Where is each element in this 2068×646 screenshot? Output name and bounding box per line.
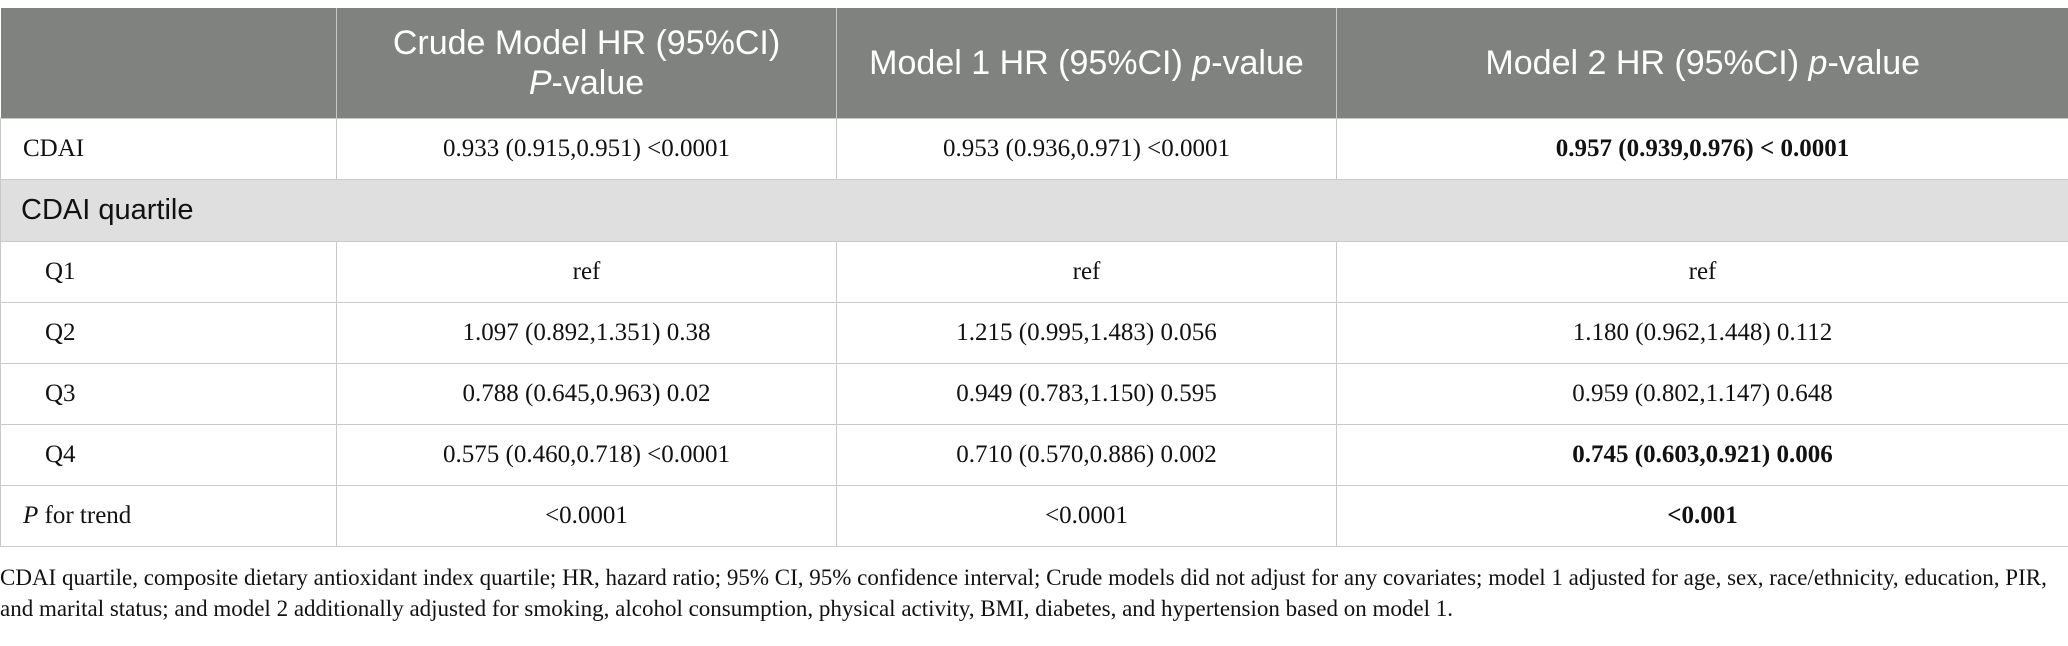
row-label: Q2 — [0, 301, 337, 364]
cell-crude: 0.933 (0.915,0.951) <0.0001 — [336, 117, 837, 180]
table-row-q1: Q1 ref ref ref — [0, 240, 2068, 303]
cell-model2: ref — [1336, 240, 2068, 303]
row-label: CDAI — [0, 117, 337, 180]
cell-model1: 0.953 (0.936,0.971) <0.0001 — [836, 117, 1337, 180]
header-crude-p: P — [528, 63, 552, 102]
header-crude-model: Crude Model HR (95%CI) P-value — [336, 8, 837, 118]
cell-model2: 1.180 (0.962,1.448) 0.112 — [1336, 301, 2068, 364]
row-label: Q1 — [0, 240, 337, 303]
header-model2: Model 2 HR (95%CI) p-value — [1336, 8, 2068, 118]
row-label: Q4 — [0, 423, 337, 486]
cell-crude: <0.0001 — [336, 484, 837, 547]
header-model1-main: Model 1 HR (95%CI) — [869, 43, 1183, 82]
header-crude-main: Crude Model HR (95%CI) — [392, 23, 781, 62]
row-label: Q3 — [0, 362, 337, 425]
cell-model1: <0.0001 — [836, 484, 1337, 547]
section-label: CDAI quartile — [0, 178, 2068, 242]
table-row-q3: Q3 0.788 (0.645,0.963) 0.02 0.949 (0.783… — [0, 362, 2068, 425]
header-model2-p: p — [1808, 43, 1828, 82]
table-row-cdai: CDAI 0.933 (0.915,0.951) <0.0001 0.953 (… — [0, 117, 2068, 180]
header-model1-suffix: -value — [1211, 43, 1304, 82]
cell-model2: 0.959 (0.802,1.147) 0.648 — [1336, 362, 2068, 425]
cell-crude: ref — [336, 240, 837, 303]
table-row-q4: Q4 0.575 (0.460,0.718) <0.0001 0.710 (0.… — [0, 423, 2068, 486]
table-row-q2: Q2 1.097 (0.892,1.351) 0.38 1.215 (0.995… — [0, 301, 2068, 364]
cell-model1: ref — [836, 240, 1337, 303]
cell-model2: <0.001 — [1336, 484, 2068, 547]
cell-model1: 0.949 (0.783,1.150) 0.595 — [836, 362, 1337, 425]
header-blank-cell — [0, 8, 337, 118]
header-model1-p: p — [1192, 43, 1212, 82]
row-label-rest: for trend — [38, 501, 132, 529]
header-model1: Model 1 HR (95%CI) p-value — [836, 8, 1337, 118]
cell-model1: 0.710 (0.570,0.886) 0.002 — [836, 423, 1337, 486]
header-row: Crude Model HR (95%CI) P-value Model 1 HR… — [0, 8, 2068, 118]
section-row-cdai-quartile: CDAI quartile — [0, 178, 2068, 242]
cell-model1: 1.215 (0.995,1.483) 0.056 — [836, 301, 1337, 364]
header-crude-suffix: -value — [551, 63, 645, 102]
header-model2-suffix: -value — [1827, 43, 1921, 82]
cell-crude: 0.788 (0.645,0.963) 0.02 — [336, 362, 837, 425]
cell-crude: 0.575 (0.460,0.718) <0.0001 — [336, 423, 837, 486]
row-label: P for trend — [0, 484, 337, 547]
cell-crude: 1.097 (0.892,1.351) 0.38 — [336, 301, 837, 364]
table-row-p-trend: P for trend <0.0001 <0.0001 <0.001 — [0, 484, 2068, 547]
header-model2-main: Model 2 HR (95%CI) — [1485, 43, 1800, 82]
row-label-p: P — [23, 501, 39, 529]
table-footnote: CDAI quartile, composite dietary antioxi… — [0, 565, 2047, 621]
cell-model2: 0.957 (0.939,0.976) < 0.0001 — [1336, 117, 2068, 180]
results-table: Crude Model HR (95%CI) P-value Model 1 HR… — [0, 8, 2068, 547]
cell-model2: 0.745 (0.603,0.921) 0.006 — [1336, 423, 2068, 486]
